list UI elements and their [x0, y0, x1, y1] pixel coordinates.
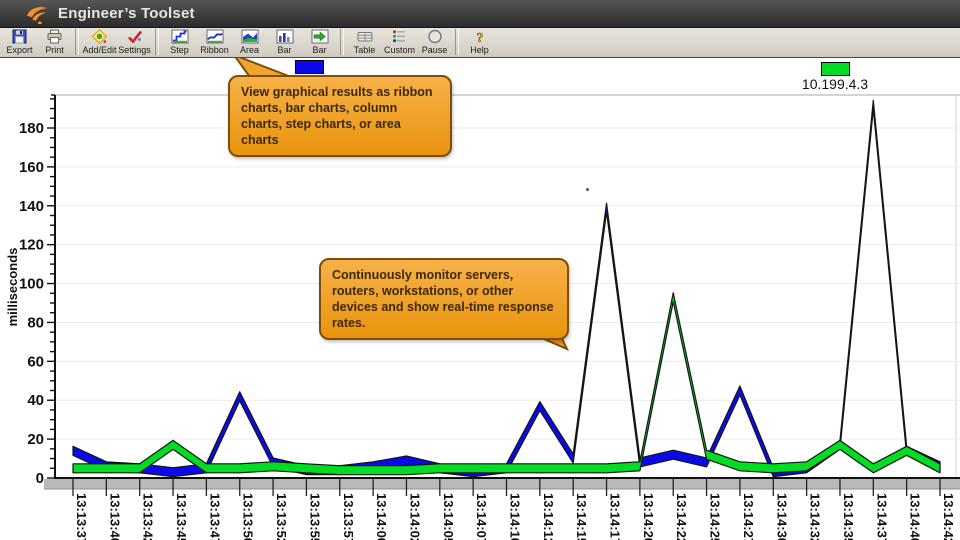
- x-tick-label: 13:14:35: [841, 493, 856, 540]
- toolbar-button-area[interactable]: Area: [232, 27, 267, 57]
- y-tick-label: 120: [19, 237, 44, 254]
- toolbar-button-label: Help: [470, 45, 489, 55]
- toolbar-button-custom[interactable]: Custom: [382, 27, 417, 57]
- x-tick-label: 13:14:37: [874, 493, 889, 540]
- toolbar-button-bar[interactable]: Bar: [267, 27, 302, 57]
- bar-chart-icon: [276, 29, 293, 44]
- x-axis-ticks: 13:13:37 13:13:40 13:13:42 13:13:45 13:13:47…: [72, 478, 956, 540]
- toolbar-button-label: Export: [6, 45, 33, 55]
- printer-icon: [47, 29, 61, 44]
- toolbar-separator: [455, 29, 459, 55]
- y-tick-label: 140: [19, 198, 44, 215]
- x-tick-label: 13:13:42: [141, 493, 156, 540]
- toolbar-button-table[interactable]: Table: [347, 27, 382, 57]
- ribbon-chart-icon: [206, 29, 223, 44]
- x-tick-label: 13:14:30: [774, 493, 789, 540]
- toolbar-button-add-edit[interactable]: Add/Edit: [82, 27, 117, 57]
- svg-text:?: ?: [476, 31, 483, 44]
- y-axis-title: milliseconds: [5, 247, 20, 327]
- x-tick-label: 13:14:17: [608, 493, 623, 540]
- toolbar-button-label: Bar: [312, 45, 327, 55]
- help-question-icon: ?: [476, 31, 484, 44]
- table-icon: [357, 32, 372, 42]
- floppy-disk-icon: [12, 29, 26, 44]
- toolbar-button-label: Pause: [421, 45, 448, 55]
- title-bar: Engineer’s Toolset: [0, 0, 960, 28]
- y-tick-label: 40: [27, 392, 44, 409]
- y-axis-ticks: 0 20 40 60 80 100 120 140 160 180: [19, 98, 55, 487]
- x-tick-label: 13:14:02: [407, 493, 422, 540]
- ribbon-series-1: [72, 292, 941, 476]
- y-tick-label: 180: [19, 120, 44, 137]
- legend-swatch-blue-series: [295, 60, 324, 74]
- toolbar-button-label: Table: [353, 45, 376, 55]
- toolbar-separator: [340, 29, 344, 55]
- toolbar-button-help[interactable]: ? Help: [462, 27, 497, 57]
- toolbar-button-label: Ribbon: [200, 45, 229, 55]
- x-tick-label: 13:13:55: [307, 493, 322, 540]
- x-tick-label: 13:14:15: [574, 493, 589, 540]
- toolbar-button-step[interactable]: Step: [162, 27, 197, 57]
- toolbar-button-pause[interactable]: Pause: [417, 27, 452, 57]
- legend-label: 10.199.4.3: [801, 76, 869, 92]
- toolbar-button-label: Custom: [383, 45, 415, 55]
- x-tick-label: 13:14:05: [441, 493, 456, 540]
- x-tick-label: 13:14:40: [908, 493, 923, 540]
- x-tick-label: 13:13:57: [341, 493, 356, 540]
- toolbar-button-label: Step: [170, 45, 189, 55]
- add-edit-diamond-icon: [91, 29, 107, 44]
- window-title: Engineer’s Toolset: [58, 5, 195, 22]
- x-tick-label: 13:14:20: [641, 493, 656, 540]
- toolbar: Export Print Add/Edit Settings Step Ribbon Are…: [0, 27, 960, 58]
- toolbar-button-label: Area: [239, 45, 259, 55]
- chart-floor: [44, 479, 960, 489]
- toolbar-button-settings[interactable]: Settings: [117, 27, 152, 57]
- toolbar-separator: [75, 29, 79, 55]
- toolbar-button-bar[interactable]: Bar: [302, 27, 337, 57]
- callout-chart-types: View graphical results as ribbon charts,…: [228, 75, 452, 157]
- x-tick-label: 13:14:27: [741, 493, 756, 540]
- x-tick-label: 13:14:32: [808, 493, 823, 540]
- y-tick-label: 0: [36, 470, 44, 487]
- y-tick-label: 20: [27, 431, 44, 448]
- custom-chart-icon: [392, 30, 405, 43]
- legend-swatch-green-series: [821, 62, 850, 76]
- toolbar-button-print[interactable]: Print: [37, 27, 72, 57]
- settings-check-icon: [127, 30, 142, 44]
- x-tick-label: 13:14:25: [708, 493, 723, 540]
- toolbar-button-label: Settings: [118, 45, 151, 55]
- toolbar-button-label: Add/Edit: [82, 45, 117, 55]
- x-tick-label: 13:13:50: [241, 493, 256, 540]
- y-tick-label: 160: [19, 159, 44, 176]
- callout-monitoring: Continuously monitor servers, routers, w…: [319, 258, 569, 340]
- toolbar-button-ribbon[interactable]: Ribbon: [197, 27, 232, 57]
- x-tick-label: 13:14:00: [374, 493, 389, 540]
- x-tick-label: 13:14:22: [674, 493, 689, 540]
- x-tick-label: 13:14:07: [474, 493, 489, 540]
- toolbar-button-export[interactable]: Export: [2, 27, 37, 57]
- x-tick-label: 13:13:37: [74, 493, 89, 540]
- pause-circle-icon: [427, 29, 442, 44]
- x-tick-label: 13:14:12: [541, 493, 556, 540]
- x-tick-label: 13:14:10: [508, 493, 523, 540]
- bar-chart-green-icon: [311, 29, 328, 44]
- x-tick-label: 13:13:45: [174, 493, 189, 540]
- cursor-dot: [586, 188, 589, 191]
- step-chart-icon: [171, 29, 188, 44]
- solarwinds-logo-icon: [27, 6, 47, 24]
- toolbar-button-label: Print: [45, 45, 64, 55]
- x-tick-label: 13:13:52: [274, 493, 289, 540]
- toolbar-button-label: Bar: [277, 45, 292, 55]
- area-chart-icon: [241, 29, 258, 44]
- x-tick-label: 13:13:40: [107, 493, 122, 540]
- x-tick-label: 13:13:47: [207, 493, 222, 540]
- y-tick-label: 100: [19, 276, 44, 293]
- toolbar-separator: [155, 29, 159, 55]
- y-tick-label: 60: [27, 353, 44, 370]
- y-tick-label: 80: [27, 314, 44, 331]
- x-tick-label: 13:14:42: [941, 493, 956, 540]
